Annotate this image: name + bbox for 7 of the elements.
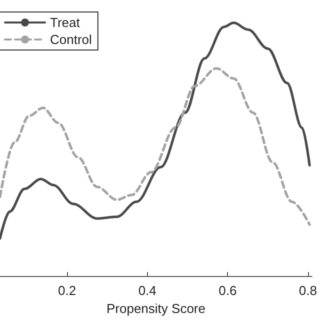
x-tick-label: 0.2 [58, 283, 76, 298]
x-tick-label: 0.6 [218, 283, 237, 298]
x-tick-label: 0.8 [298, 283, 318, 298]
legend-label: Control [50, 32, 92, 47]
x-tick-label: 0.4 [138, 283, 156, 298]
legend-label: Treat [50, 15, 80, 30]
x-axis-title: Propensity Score [106, 301, 206, 316]
